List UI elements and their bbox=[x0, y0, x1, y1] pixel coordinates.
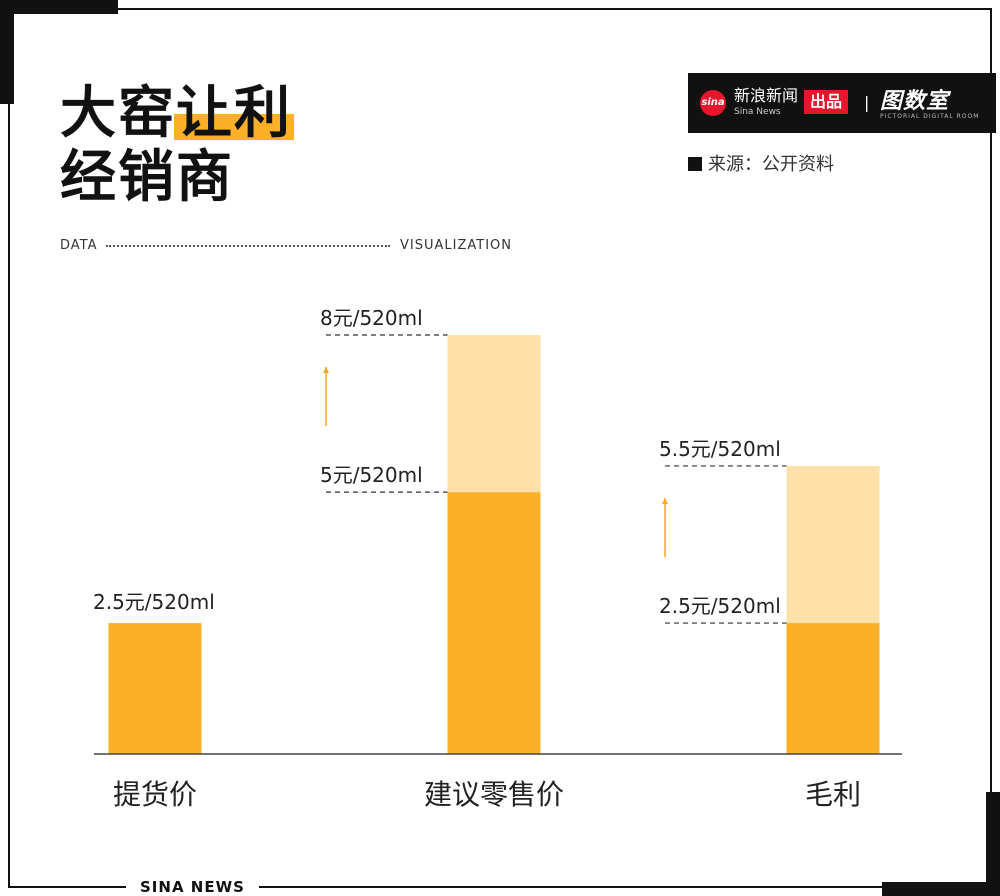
corner-top-left bbox=[0, 0, 118, 14]
title-highlight-text: 让利 bbox=[176, 81, 292, 146]
data-tag: DATA bbox=[60, 238, 98, 253]
category-label-3: 毛利 bbox=[805, 778, 861, 811]
sina-logo-icon: sina bbox=[700, 90, 726, 116]
corner-bottom-right bbox=[882, 882, 1000, 896]
category-label-1: 提货价 bbox=[113, 778, 197, 811]
bar-base-3 bbox=[786, 623, 880, 754]
produced-badge: 出品 bbox=[804, 90, 849, 114]
brand-name: 新浪新闻 bbox=[734, 86, 799, 105]
bar-increment-3 bbox=[786, 465, 880, 624]
value-label-3-2: 5.5元/520ml bbox=[659, 437, 781, 461]
title-highlight: 让利 bbox=[174, 81, 294, 146]
bar-base-1 bbox=[108, 623, 202, 754]
brand-separator: | bbox=[864, 93, 870, 112]
corner-bottom-right-vertical bbox=[986, 792, 1000, 896]
chart-frame bbox=[8, 8, 992, 888]
category-label-2: 建议零售价 bbox=[424, 778, 564, 811]
brand-banner: sina 新浪新闻 Sina News 出品 | 图数室 PICTORIAL D… bbox=[688, 73, 996, 133]
increase-arrowhead-3 bbox=[662, 497, 668, 504]
corner-top-left-vertical bbox=[0, 0, 14, 104]
value-label-2-1: 5元/520ml bbox=[320, 463, 423, 487]
title-plain: 大窑 bbox=[60, 81, 176, 146]
visualization-tag: VISUALIZATION bbox=[400, 238, 512, 253]
bar-increment-2 bbox=[447, 335, 541, 493]
data-room-subtitle: PICTORIAL DIGITAL ROOM bbox=[880, 113, 980, 120]
value-label-3-1: 2.5元/520ml bbox=[659, 594, 781, 618]
footer-brand: SINA NEWS bbox=[126, 878, 259, 896]
bar-base-2 bbox=[447, 492, 541, 754]
increase-arrowhead-2 bbox=[323, 367, 329, 373]
source-text: 来源：公开资料 bbox=[708, 154, 834, 175]
tag-dotted-line bbox=[106, 245, 390, 247]
value-label-1-1: 2.5元/520ml bbox=[93, 590, 215, 614]
source-square-icon bbox=[688, 157, 702, 171]
value-label-2-2: 8元/520ml bbox=[320, 306, 423, 330]
data-room-logo: 图数室 bbox=[880, 89, 950, 114]
source-note: 来源：公开资料 bbox=[688, 150, 834, 176]
page-title-line-2: 经销商 bbox=[60, 145, 234, 210]
page-title-line-1: 大窑让利 bbox=[60, 81, 294, 146]
brand-subtitle: Sina News bbox=[734, 107, 781, 117]
